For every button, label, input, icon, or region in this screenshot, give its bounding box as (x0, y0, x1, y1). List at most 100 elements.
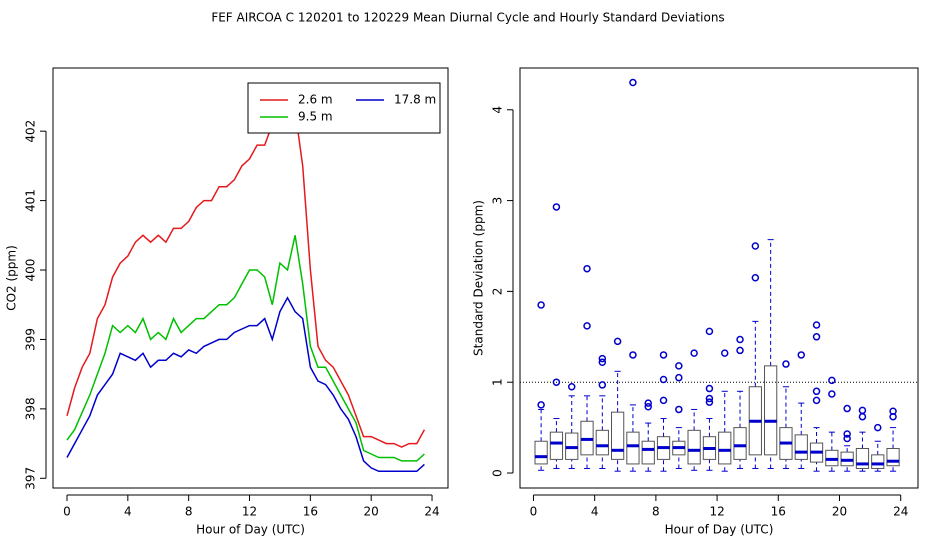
outlier (644, 399, 652, 407)
series-line (66, 296, 425, 473)
y-tick-label: 3 (491, 197, 505, 205)
outlier (858, 412, 867, 421)
outlier (889, 407, 897, 416)
outlier (598, 354, 607, 363)
outlier (858, 406, 867, 415)
box (871, 454, 885, 469)
outlier (537, 301, 545, 309)
x-tick-label: 24 (893, 505, 908, 519)
y-tick-label: 400 (24, 259, 38, 282)
y-tick-label: 401 (24, 189, 38, 212)
plot-frame (52, 67, 449, 489)
y-tick-label: 2 (491, 288, 505, 296)
outlier (675, 405, 683, 414)
outlier (598, 358, 607, 366)
x-axis-title: Hour of Day (UTC) (665, 523, 774, 537)
x-tick-label: 4 (591, 505, 599, 519)
box (886, 447, 900, 467)
box (549, 431, 564, 460)
outlier (736, 335, 744, 344)
x-tick-label: 8 (652, 505, 660, 519)
y-tick-label: 402 (24, 120, 38, 143)
outlier (812, 396, 821, 405)
y-tick-label: 399 (24, 328, 38, 351)
outlier (705, 398, 714, 406)
outlier (659, 351, 668, 359)
outlier (629, 351, 637, 359)
outlier (537, 401, 545, 409)
page-title: FEF AIRCOA C 120201 to 120229 Mean Diurn… (211, 11, 724, 25)
outlier (567, 382, 576, 391)
outlier (828, 390, 836, 398)
x-tick-label: 4 (124, 505, 132, 519)
outlier (613, 337, 622, 346)
outlier (843, 404, 851, 413)
outlier (751, 242, 760, 250)
outlier (751, 274, 760, 282)
outlier (736, 346, 744, 355)
outlier (843, 430, 851, 438)
y-tick-label: 0 (491, 469, 505, 477)
outlier (782, 360, 790, 368)
outlier (705, 394, 714, 403)
outlier (675, 362, 683, 370)
legend-label: 17.8 m (394, 93, 436, 107)
outlier (797, 351, 805, 359)
outlier (812, 333, 821, 341)
outlier (874, 423, 882, 432)
outlier (598, 381, 607, 389)
outlier (629, 78, 637, 87)
box (718, 431, 732, 465)
outlier (583, 264, 591, 273)
x-tick-label: 0 (63, 505, 71, 519)
legend-label: 9.5 m (298, 110, 333, 124)
x-tick-label: 16 (303, 505, 318, 519)
series-line (66, 235, 425, 462)
y-tick-label: 4 (491, 106, 505, 114)
outlier (720, 349, 729, 357)
box (611, 411, 625, 460)
outlier (812, 321, 821, 329)
x-tick-label: 20 (364, 505, 379, 519)
box (641, 440, 655, 465)
box (626, 431, 640, 465)
outlier (843, 434, 851, 443)
y-axis-title: CO2 (ppm) (5, 245, 19, 311)
y-axis-title: Standard Deviation (ppm) (472, 200, 486, 356)
outlier (552, 378, 561, 386)
y-tick-label: 1 (491, 378, 505, 386)
outlier (705, 384, 714, 393)
box (595, 429, 609, 456)
box (733, 427, 747, 460)
legend-label: 2.6 m (298, 93, 333, 107)
x-tick-label: 20 (832, 505, 847, 519)
box (764, 365, 778, 456)
outlier (583, 322, 591, 330)
box (534, 440, 548, 465)
outlier (675, 373, 683, 382)
x-axis-title: Hour of Day (UTC) (196, 523, 305, 537)
y-tick-label: 398 (24, 397, 38, 420)
outlier (705, 327, 714, 336)
outlier (659, 396, 668, 405)
plot-frame (519, 67, 919, 489)
outlier (812, 387, 821, 396)
y-tick-label: 397 (24, 467, 38, 490)
legend-box (247, 82, 441, 134)
x-tick-label: 16 (771, 505, 786, 519)
x-tick-label: 24 (424, 505, 439, 519)
x-tick-label: 8 (185, 505, 193, 519)
outlier (659, 375, 668, 384)
box (794, 434, 808, 460)
outlier (644, 402, 652, 411)
box (687, 429, 701, 465)
outlier (828, 376, 836, 385)
outlier (552, 203, 561, 211)
x-tick-label: 12 (709, 505, 724, 519)
series-line (66, 86, 426, 448)
box (855, 447, 870, 469)
outlier (690, 349, 698, 357)
x-tick-label: 12 (242, 505, 257, 519)
x-tick-label: 0 (530, 505, 538, 519)
